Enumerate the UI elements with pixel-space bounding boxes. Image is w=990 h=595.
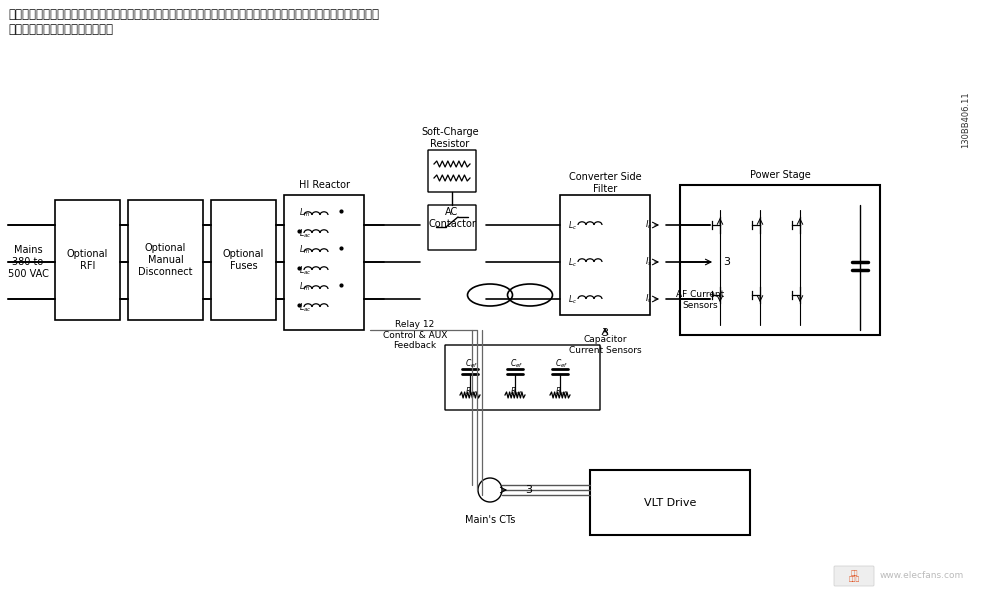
FancyBboxPatch shape — [55, 200, 120, 320]
FancyBboxPatch shape — [428, 150, 476, 192]
Text: Power Stage: Power Stage — [749, 170, 811, 180]
Text: $L_{ac}$: $L_{ac}$ — [299, 302, 312, 314]
Text: $I_t$: $I_t$ — [645, 293, 652, 305]
Text: Relay 12
Control & AUX
Feedback: Relay 12 Control & AUX Feedback — [383, 320, 447, 350]
Text: $L_c$: $L_c$ — [568, 220, 577, 232]
Text: Optional
Manual
Disconnect: Optional Manual Disconnect — [139, 243, 193, 277]
Text: $R_{ef}$: $R_{ef}$ — [511, 385, 524, 397]
Text: $L_{ac}$: $L_{ac}$ — [299, 228, 312, 240]
FancyBboxPatch shape — [284, 195, 364, 330]
Text: 低谐波变频器是一种大功率型变频器，带有集成的有源滤波器。有源滤波器是一种积极监测谐波失真水平并向线路注入补
偿性谐波电流以消除谐波的装置。: 低谐波变频器是一种大功率型变频器，带有集成的有源滤波器。有源滤波器是一种积极监测… — [8, 8, 379, 36]
Text: $L_{ac}$: $L_{ac}$ — [299, 265, 312, 277]
FancyBboxPatch shape — [128, 200, 203, 320]
Text: Main's CTs: Main's CTs — [465, 515, 515, 525]
FancyBboxPatch shape — [560, 195, 650, 315]
Text: $L_m$: $L_m$ — [299, 206, 310, 219]
Text: 3: 3 — [602, 328, 609, 338]
Text: Soft-Charge
Resistor: Soft-Charge Resistor — [421, 127, 479, 149]
FancyBboxPatch shape — [428, 205, 476, 250]
FancyBboxPatch shape — [680, 185, 880, 335]
Text: 3: 3 — [723, 257, 730, 267]
Text: $I_s$: $I_s$ — [645, 256, 652, 268]
Text: Optional
Fuses: Optional Fuses — [223, 249, 264, 271]
Text: Mains
380 to
500 VAC: Mains 380 to 500 VAC — [8, 245, 49, 278]
Text: $L_c$: $L_c$ — [568, 294, 577, 306]
Text: Capacitor
Current Sensors: Capacitor Current Sensors — [568, 336, 642, 355]
Text: $R_{ef}$: $R_{ef}$ — [555, 385, 568, 397]
FancyBboxPatch shape — [590, 470, 750, 535]
Text: Converter Side
Filter: Converter Side Filter — [568, 172, 642, 194]
Text: $C_{ef}$: $C_{ef}$ — [511, 357, 524, 369]
FancyBboxPatch shape — [211, 200, 276, 320]
Text: 130BB406.11: 130BB406.11 — [961, 92, 970, 148]
Text: Optional
RFI: Optional RFI — [66, 249, 108, 271]
Text: AC
Contactor: AC Contactor — [428, 207, 476, 229]
Text: www.elecfans.com: www.elecfans.com — [880, 571, 964, 580]
FancyBboxPatch shape — [834, 566, 874, 586]
Text: $C_{ef}$: $C_{ef}$ — [555, 357, 568, 369]
Text: HI Reactor: HI Reactor — [299, 180, 349, 190]
Text: $I_r$: $I_r$ — [645, 219, 652, 231]
Text: $L_m$: $L_m$ — [299, 244, 310, 256]
Text: $L_m$: $L_m$ — [299, 281, 310, 293]
Text: AF Current
Sensors: AF Current Sensors — [676, 290, 724, 310]
Text: $C_{ef}$: $C_{ef}$ — [465, 357, 478, 369]
Text: 电子
发烧友: 电子 发烧友 — [848, 570, 859, 582]
Text: $R_{ef}$: $R_{ef}$ — [465, 385, 478, 397]
FancyBboxPatch shape — [445, 345, 600, 410]
Text: 3: 3 — [525, 485, 532, 495]
Text: VLT Drive: VLT Drive — [644, 498, 696, 508]
Text: $L_c$: $L_c$ — [568, 257, 577, 270]
